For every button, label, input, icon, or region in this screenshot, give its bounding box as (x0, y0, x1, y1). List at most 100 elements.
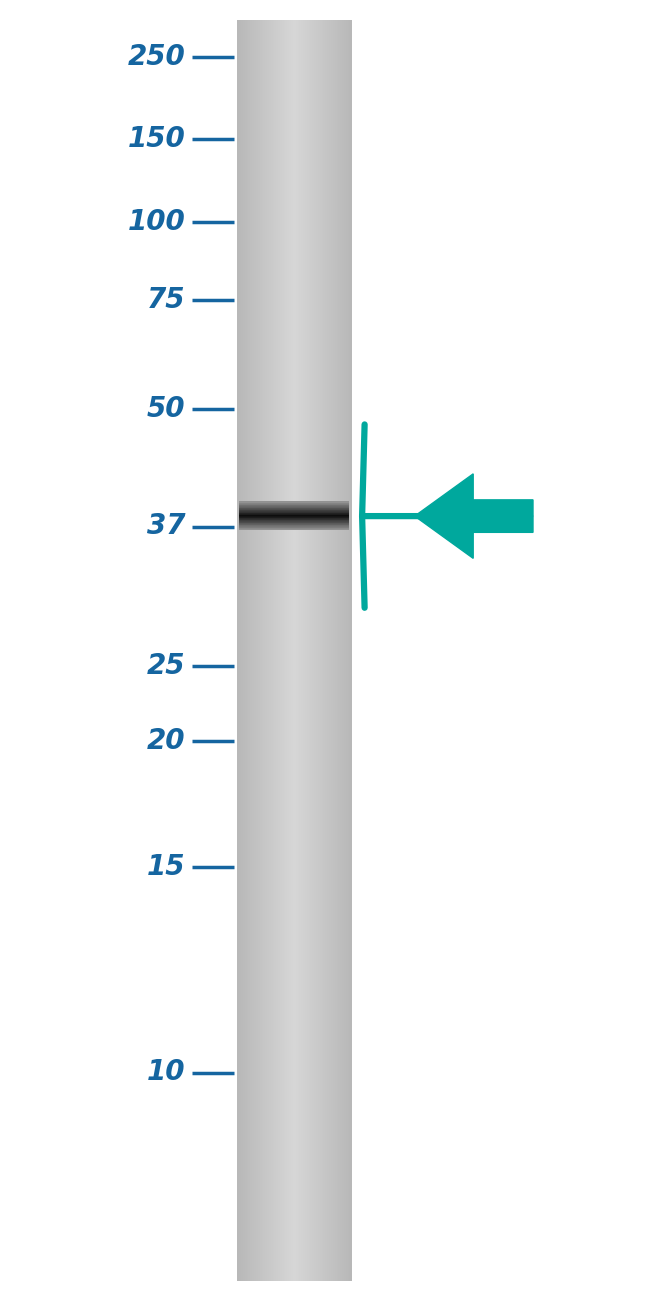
Bar (314, 20, 315, 1280)
Bar (325, 20, 326, 1280)
Bar (289, 20, 290, 1280)
Bar (259, 20, 261, 1280)
Bar (297, 20, 298, 1280)
Bar (238, 20, 239, 1280)
Bar (304, 20, 306, 1280)
Bar (335, 20, 336, 1280)
Bar (288, 20, 289, 1280)
Bar (279, 20, 280, 1280)
Bar (302, 20, 304, 1280)
Bar (295, 20, 296, 1280)
Text: 25: 25 (147, 651, 185, 680)
Bar (342, 20, 343, 1280)
Bar (244, 20, 246, 1280)
Bar (303, 20, 304, 1280)
Bar (239, 502, 349, 503)
Bar (239, 524, 349, 526)
Text: 150: 150 (127, 125, 185, 153)
Bar (296, 20, 298, 1280)
Bar (335, 20, 336, 1280)
Bar (334, 20, 335, 1280)
Bar (254, 20, 255, 1280)
Bar (270, 20, 271, 1280)
Bar (340, 20, 341, 1280)
Bar (347, 20, 348, 1280)
Bar (273, 20, 274, 1280)
Bar (327, 20, 328, 1280)
Bar (324, 20, 325, 1280)
Bar (326, 20, 327, 1280)
Bar (300, 20, 301, 1280)
Bar (280, 20, 281, 1280)
Bar (318, 20, 320, 1280)
Bar (254, 20, 255, 1280)
Bar (285, 20, 286, 1280)
Bar (255, 20, 256, 1280)
Bar (333, 20, 335, 1280)
Bar (305, 20, 306, 1280)
Bar (239, 521, 349, 524)
Bar (239, 519, 349, 520)
Bar (245, 20, 246, 1280)
Bar (320, 20, 321, 1280)
Bar (329, 20, 330, 1280)
Bar (309, 20, 310, 1280)
Bar (282, 20, 283, 1280)
Bar (330, 20, 332, 1280)
Bar (350, 20, 351, 1280)
Bar (286, 20, 287, 1280)
Bar (317, 20, 318, 1280)
Bar (239, 520, 349, 523)
Bar (259, 20, 260, 1280)
Bar (298, 20, 299, 1280)
Bar (318, 20, 319, 1280)
Bar (246, 20, 248, 1280)
Bar (323, 20, 324, 1280)
Bar (239, 514, 349, 516)
Bar (333, 20, 334, 1280)
Bar (328, 20, 329, 1280)
Bar (340, 20, 341, 1280)
Bar (247, 20, 248, 1280)
Bar (265, 20, 266, 1280)
Bar (311, 20, 312, 1280)
Bar (301, 20, 302, 1280)
Bar (239, 526, 349, 529)
Bar (254, 20, 255, 1280)
Bar (239, 521, 349, 524)
Bar (239, 524, 349, 525)
Bar (281, 20, 282, 1280)
Bar (242, 20, 243, 1280)
Bar (304, 20, 305, 1280)
Bar (239, 519, 349, 521)
Text: 15: 15 (147, 853, 185, 881)
Bar (299, 20, 300, 1280)
FancyArrow shape (415, 474, 533, 559)
Bar (315, 20, 317, 1280)
Bar (281, 20, 282, 1280)
Bar (311, 20, 312, 1280)
Bar (239, 516, 349, 519)
Bar (261, 20, 262, 1280)
Bar (266, 20, 268, 1280)
Bar (347, 20, 348, 1280)
Bar (241, 20, 242, 1280)
Bar (279, 20, 280, 1280)
Bar (315, 20, 316, 1280)
Bar (239, 503, 349, 506)
Bar (272, 20, 273, 1280)
Bar (257, 20, 258, 1280)
Bar (292, 20, 294, 1280)
Bar (306, 20, 307, 1280)
Bar (239, 20, 240, 1280)
Bar (263, 20, 264, 1280)
Text: 100: 100 (127, 208, 185, 237)
Bar (260, 20, 261, 1280)
Bar (275, 20, 276, 1280)
Bar (296, 20, 297, 1280)
Bar (341, 20, 343, 1280)
Bar (242, 20, 244, 1280)
Bar (239, 502, 349, 504)
Bar (239, 514, 349, 515)
Bar (302, 20, 303, 1280)
